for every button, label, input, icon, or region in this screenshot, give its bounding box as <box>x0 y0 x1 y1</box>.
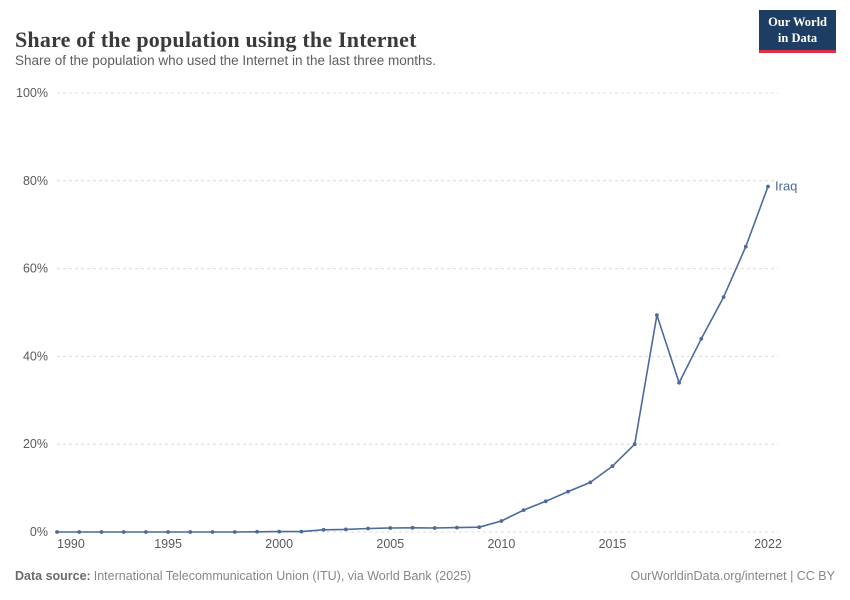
x-tick-label: 2015 <box>599 537 627 551</box>
x-tick-label: 2005 <box>376 537 404 551</box>
data-source-label: Data source: <box>15 569 91 583</box>
data-point[interactable] <box>55 530 59 534</box>
x-tick-label: 2022 <box>754 537 782 551</box>
data-point[interactable] <box>499 519 504 523</box>
x-tick-label: 2000 <box>265 537 293 551</box>
line-chart[interactable]: 0% 20% 40% 60% 80% 100% 1990 1995 2000 2005 2010 20… <box>0 80 850 560</box>
data-point[interactable] <box>321 527 326 532</box>
data-point[interactable] <box>99 530 104 534</box>
data-point[interactable] <box>566 489 570 494</box>
owid-logo-line2: in Data <box>777 30 818 45</box>
data-point[interactable] <box>232 530 237 534</box>
data-point[interactable] <box>588 480 593 485</box>
series-label-iraq[interactable]: Iraq <box>775 179 797 194</box>
data-point[interactable] <box>343 527 348 532</box>
attribution-link[interactable]: OurWorldinData.org/internet | CC BY <box>630 569 836 583</box>
data-point[interactable] <box>632 442 637 447</box>
data-point[interactable] <box>699 336 704 341</box>
y-tick-label: 60% <box>23 262 48 276</box>
data-source: Data source: International Telecommunicat… <box>15 569 471 583</box>
data-point[interactable] <box>610 464 615 468</box>
data-line-iraq[interactable] <box>56 185 769 533</box>
data-point[interactable] <box>477 525 482 530</box>
data-point[interactable] <box>543 499 548 504</box>
page-title: Share of the population using the Intern… <box>15 26 417 52</box>
data-point[interactable] <box>766 184 770 189</box>
data-point[interactable] <box>188 530 193 534</box>
x-tick-label: 1990 <box>57 537 85 551</box>
data-point[interactable] <box>277 529 282 534</box>
data-point[interactable] <box>432 526 437 530</box>
y-tick-label: 20% <box>23 437 48 451</box>
owid-logo[interactable]: Our World in Data <box>759 10 836 54</box>
x-tick-label: 1995 <box>154 537 182 551</box>
y-tick-label: 40% <box>23 349 48 363</box>
data-point[interactable] <box>743 244 748 249</box>
data-point[interactable] <box>255 529 259 534</box>
y-tick-label: 80% <box>23 174 48 188</box>
data-point[interactable] <box>121 530 126 534</box>
data-point[interactable] <box>210 530 215 534</box>
owid-logo-line1: Our World <box>768 15 827 29</box>
data-point[interactable] <box>677 380 681 385</box>
data-point[interactable] <box>455 525 459 530</box>
chart-footer: Data source: International Telecommunicat… <box>15 569 835 583</box>
x-tick-label: 2010 <box>487 537 515 551</box>
data-point[interactable] <box>388 526 393 530</box>
y-tick-label: 0% <box>30 525 48 539</box>
data-source-text: International Telecommunication Union (I… <box>93 569 472 583</box>
data-point[interactable] <box>77 530 82 534</box>
page-subtitle: Share of the population who used the Int… <box>15 53 437 68</box>
data-point[interactable] <box>521 508 526 512</box>
data-point[interactable] <box>144 530 148 534</box>
data-point[interactable] <box>655 313 659 317</box>
data-point[interactable] <box>366 526 370 531</box>
data-point[interactable] <box>299 529 304 534</box>
data-point[interactable] <box>166 530 171 534</box>
y-tick-label: 100% <box>16 86 48 100</box>
data-point[interactable] <box>721 295 726 299</box>
data-point[interactable] <box>410 525 415 530</box>
